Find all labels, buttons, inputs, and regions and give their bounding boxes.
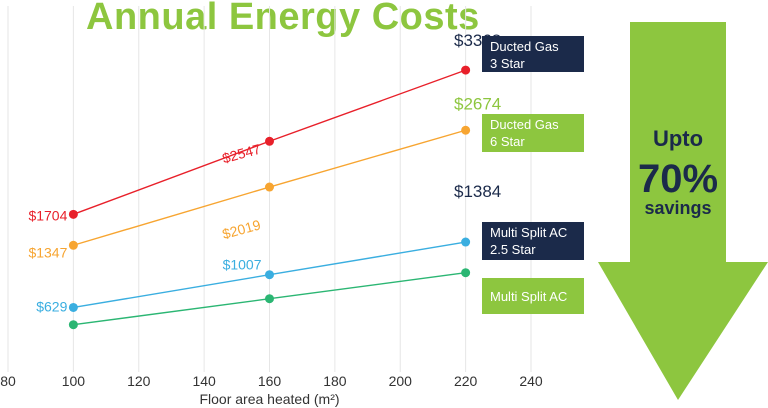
arrow-text-percent: 70% — [638, 157, 718, 201]
point-labels: $1704$2547$3368$1347$2019$2674$629$1007$… — [28, 31, 501, 314]
x-tick-label: 200 — [389, 373, 413, 389]
data-point — [265, 270, 274, 280]
point-value-label: $1007 — [223, 257, 262, 273]
series-badge — [482, 278, 584, 314]
x-tick-label: 140 — [192, 373, 216, 389]
point-value-label: $1347 — [28, 244, 67, 260]
series-badge — [482, 36, 584, 72]
x-tick-label: 240 — [519, 373, 543, 389]
x-tick-label: 160 — [258, 373, 282, 389]
data-points — [68, 65, 471, 330]
chart-title: Annual Energy Costs — [86, 0, 480, 38]
arrow-text-savings: savings — [644, 198, 711, 218]
data-point — [461, 65, 471, 75]
arrow-text-upto: Upto — [653, 126, 703, 151]
data-point — [461, 125, 471, 135]
x-tick-label: 220 — [454, 373, 478, 389]
series-badge — [482, 222, 584, 260]
point-value-label: $1384 — [454, 182, 501, 201]
data-point — [265, 182, 274, 192]
series-badge-label: Ducted Gas — [490, 39, 559, 54]
point-value-label: $1704 — [28, 207, 67, 223]
savings-arrow-shape — [598, 22, 768, 400]
point-value-label: $629 — [36, 298, 67, 314]
point-value-label: $2019 — [221, 216, 263, 242]
data-point — [68, 302, 78, 312]
series-badge-label: Multi Split AC — [490, 225, 567, 240]
x-tick-label: 120 — [127, 373, 151, 389]
series-badge-label: Multi Split AC — [490, 289, 567, 304]
x-axis-label: Floor area heated (m²) — [199, 391, 339, 407]
data-point — [461, 237, 471, 247]
data-point — [68, 209, 78, 219]
data-point — [461, 268, 471, 278]
x-axis: 80 100 120 140 160 180 200 220 240 Floor area hea… — [0, 373, 543, 407]
x-tick-label: 80 — [0, 373, 16, 389]
savings-arrow: Upto 70%savings — [598, 22, 768, 400]
series-badges: Ducted Gas 3 Star Ducted Gas 6 Star Multi Sp… — [482, 36, 584, 314]
point-value-label: $2674 — [454, 94, 501, 113]
series-badge-label: 2.5 Star — [490, 242, 536, 257]
point-value-label: $2547 — [221, 141, 263, 167]
series-badge-label: 6 Star — [490, 134, 525, 149]
x-tick-label: 100 — [62, 373, 86, 389]
series-badge-label: 3 Star — [490, 56, 525, 71]
data-point — [265, 294, 274, 304]
series-badge — [482, 114, 584, 152]
data-point — [68, 320, 78, 330]
data-point — [265, 136, 274, 146]
data-point — [68, 240, 78, 250]
series-badge-label: Ducted Gas — [490, 117, 559, 132]
x-tick-label: 180 — [323, 373, 347, 389]
